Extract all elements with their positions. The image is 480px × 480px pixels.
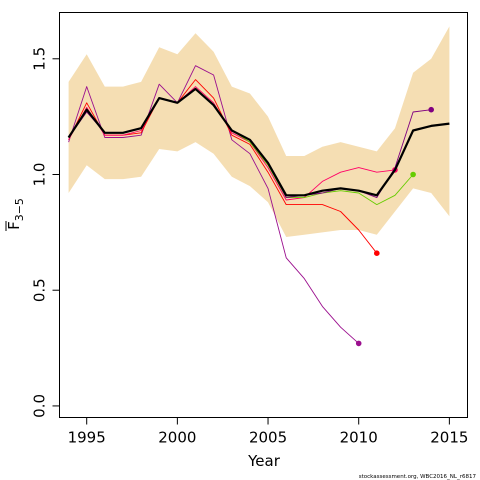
series-endpoint-5 [428, 106, 435, 113]
y-tick-label: 1.5 [31, 47, 49, 71]
y-tick-label: 1.0 [31, 163, 49, 187]
confidence-band [68, 26, 450, 238]
x-tick-label: 2000 [158, 429, 196, 447]
series-line-3 [68, 86, 396, 201]
series-endpoint-1 [355, 340, 362, 347]
plot-area [67, 26, 450, 347]
y-axis-title: F3−5 [5, 198, 26, 231]
credit-text: stockassessment.org, WBC2016_NL_r6817 [359, 474, 477, 480]
series-endpoint-4 [410, 171, 416, 178]
x-tick-label: 2010 [340, 429, 378, 447]
y-axis: 0.0 0.5 1.0 1.5 [31, 47, 60, 418]
series-endpoint-2 [374, 250, 380, 256]
x-tick-label: 2005 [249, 429, 287, 447]
y-tick-label: 0.5 [31, 278, 49, 302]
x-tick-label: 1995 [68, 429, 106, 447]
plot-frame [59, 12, 468, 418]
x-tick-label: 2015 [430, 429, 468, 447]
svg-text:F3−5: F3−5 [5, 198, 26, 230]
series-line-1 [68, 65, 360, 344]
y-axis-title-main: F [5, 221, 23, 230]
x-axis-title: Year [247, 452, 281, 470]
y-tick-label: 0.0 [31, 394, 49, 418]
y-axis-title-subscript: 3−5 [13, 198, 26, 221]
x-axis: 1995 2000 2005 2010 2015 [68, 417, 468, 447]
series-line-0 [67, 87, 450, 197]
